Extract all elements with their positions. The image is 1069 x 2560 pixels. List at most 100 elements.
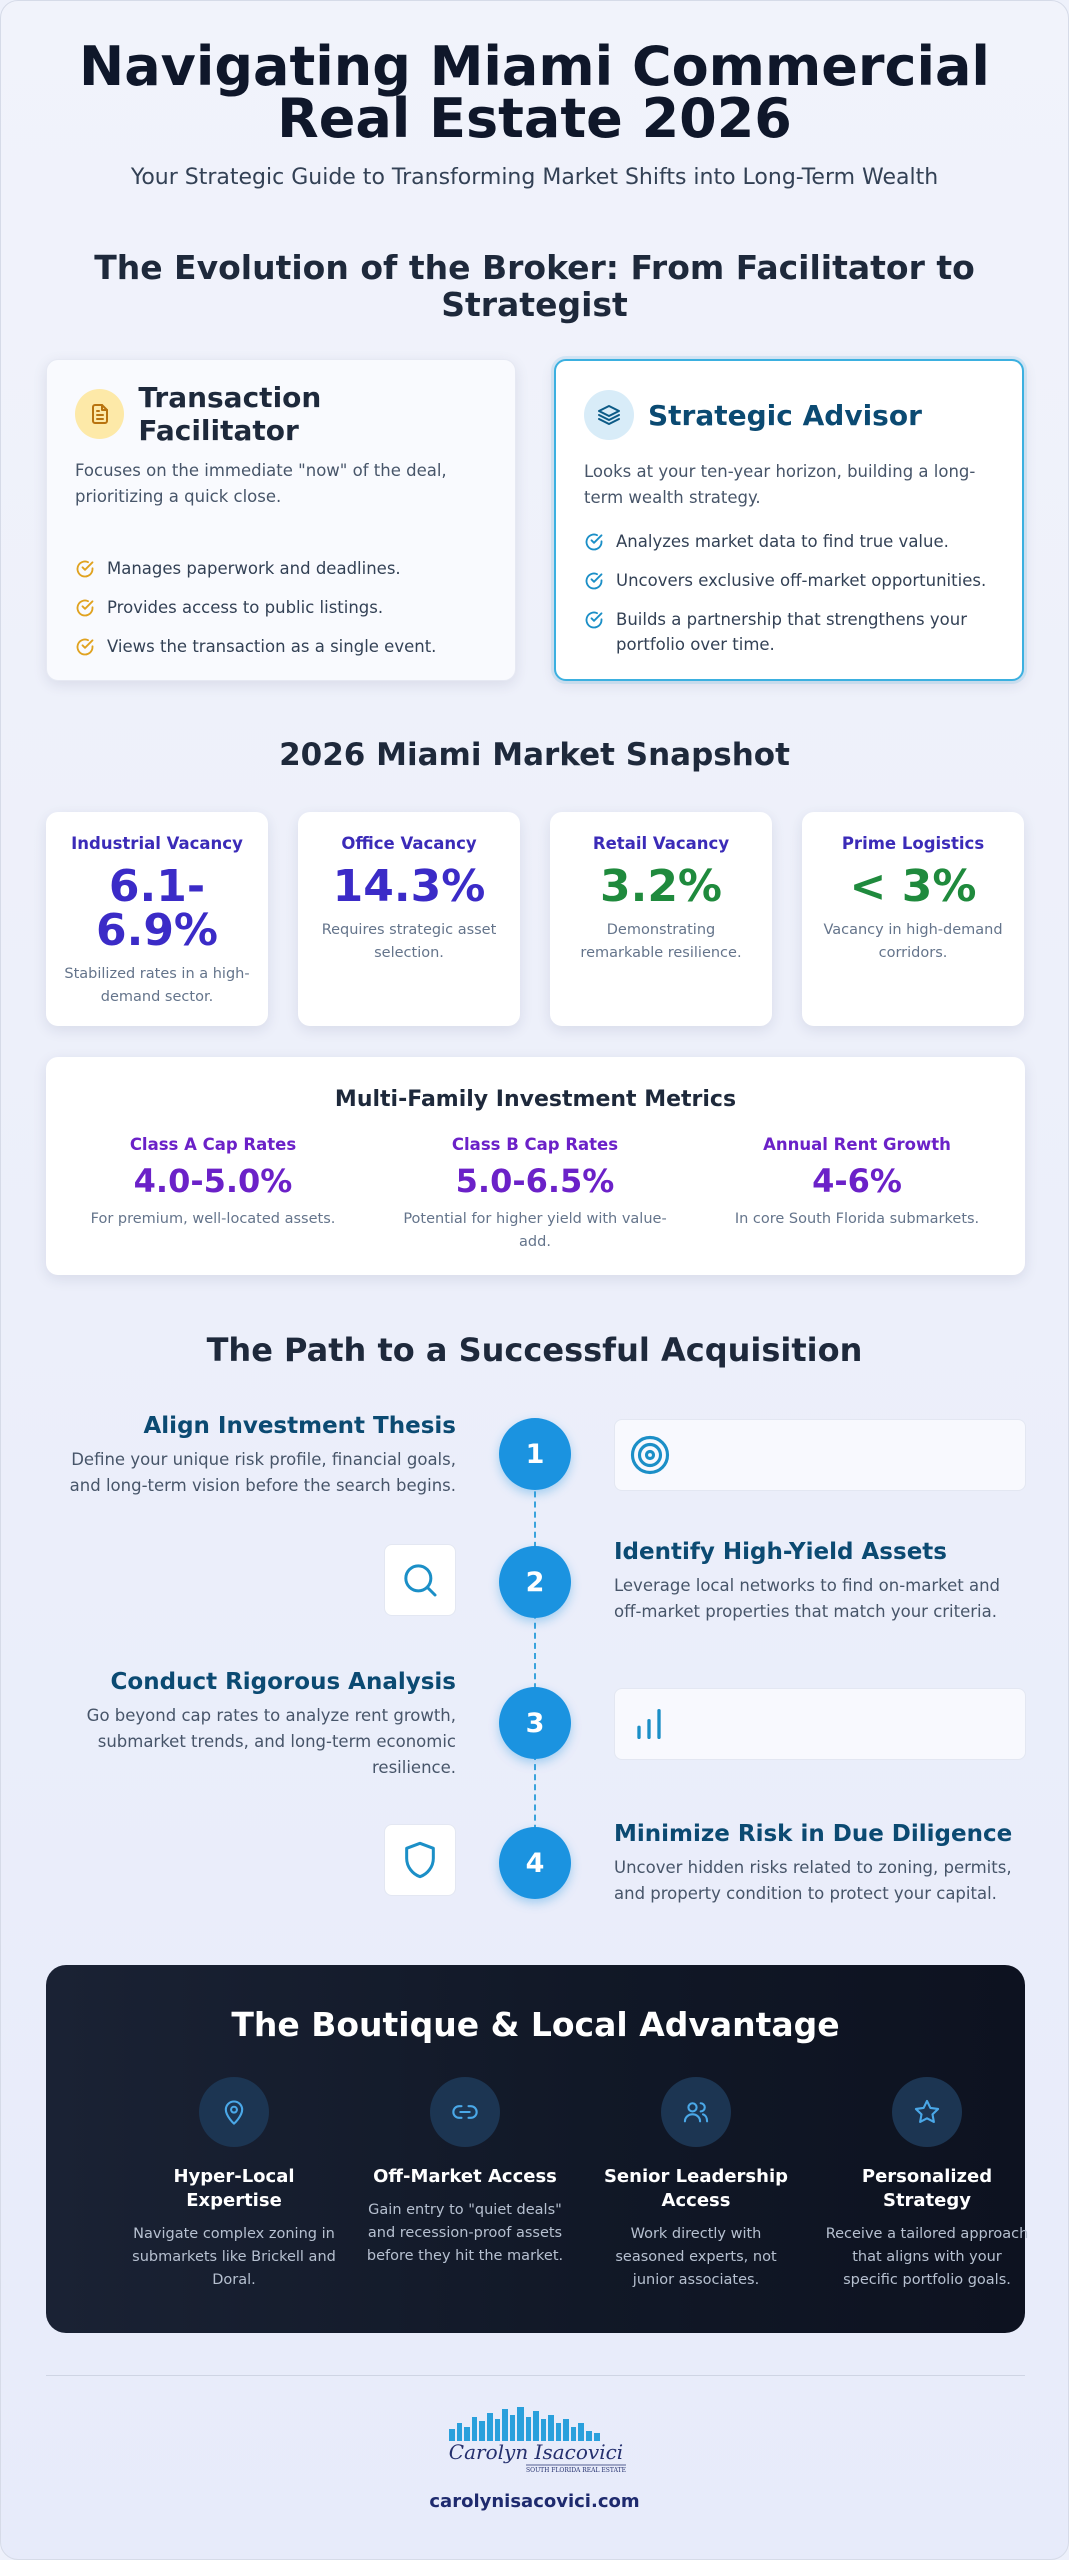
stat-label: Prime Logistics bbox=[841, 834, 985, 853]
step-3-badge: 3 bbox=[499, 1687, 571, 1759]
brand-logo: Carolyn Isacovici SOUTH FLORIDA REAL EST… bbox=[449, 2407, 626, 2474]
metric-class-a: Class A Cap Rates 4.0-5.0% For premium, … bbox=[68, 1135, 358, 1231]
document-icon bbox=[75, 389, 125, 439]
stat-card-retail: Retail Vacancy 3.2% Demonstrating remark… bbox=[550, 812, 772, 1026]
stat-label: Office Vacancy bbox=[341, 834, 477, 853]
shield-icon bbox=[405, 1841, 435, 1879]
boutique-title: The Boutique & Local Advantage bbox=[231, 2005, 840, 2044]
users-icon bbox=[661, 2077, 731, 2147]
list-item: Analyzes market data to find true value. bbox=[584, 529, 994, 554]
timeline-line bbox=[534, 1451, 536, 1861]
list-item: Builds a partnership that strengthens yo… bbox=[584, 607, 994, 657]
check-circle-icon bbox=[76, 599, 94, 617]
layers-icon bbox=[584, 390, 634, 440]
boutique-panel: The Boutique & Local Advantage Hyper-Loc… bbox=[46, 1965, 1028, 2333]
search-icon bbox=[404, 1564, 437, 1597]
facilitator-title: Transaction Facilitator bbox=[138, 381, 322, 447]
evolution-title: The Evolution of the Broker: From Facili… bbox=[1, 249, 1068, 323]
stat-label: Industrial Vacancy bbox=[71, 834, 243, 853]
stat-label: Retail Vacancy bbox=[592, 834, 730, 853]
stat-card-office: Office Vacancy 14.3% Requires strategic … bbox=[298, 812, 520, 1026]
advisor-description: Looks at your ten-year horizon, building… bbox=[584, 462, 976, 507]
target-icon bbox=[630, 1435, 670, 1475]
step-4-badge: 4 bbox=[499, 1827, 571, 1899]
step-description: Leverage local networks to find on-marke… bbox=[614, 1576, 1001, 1621]
advantage-description: Receive a tailored approach that aligns … bbox=[825, 2226, 1029, 2288]
advisor-card: Strategic Advisor Looks at your ten-year… bbox=[554, 359, 1024, 681]
snapshot-title: 2026 Miami Market Snapshot bbox=[279, 737, 790, 773]
stat-note: Demonstrating remarkable resilience. bbox=[580, 922, 742, 961]
step-title: Conduct Rigorous Analysis bbox=[110, 1669, 456, 1695]
metric-rent-growth: Annual Rent Growth 4-6% In core South Fl… bbox=[712, 1135, 1002, 1231]
metric-value: 4-6% bbox=[812, 1162, 902, 1200]
check-circle-icon bbox=[76, 638, 94, 656]
stat-value: 6.1- 6.9% bbox=[95, 861, 219, 956]
metric-note: In core South Florida submarkets. bbox=[734, 1211, 980, 1227]
page-title-line2: Real Estate 2026 bbox=[277, 87, 792, 150]
list-item: Manages paperwork and deadlines. bbox=[75, 556, 487, 581]
step-1-text: Align Investment Thesis Define your uniq… bbox=[36, 1413, 456, 1499]
skyline-graphic bbox=[449, 2407, 600, 2441]
advantage-senior-leadership: Senior Leadership Access Work directly w… bbox=[586, 2077, 806, 2292]
step-2-badge: 2 bbox=[499, 1546, 571, 1618]
step-1-badge: 1 bbox=[499, 1418, 571, 1490]
step-1-icon-box bbox=[614, 1419, 1026, 1491]
step-3-icon-box bbox=[614, 1688, 1026, 1760]
step-title: Minimize Risk in Due Diligence bbox=[614, 1821, 1013, 1847]
logo-tagline: SOUTH FLORIDA REAL ESTATE bbox=[526, 2467, 626, 2474]
stat-note: Vacancy in high-demand corridors. bbox=[823, 922, 1003, 961]
advantage-title: Hyper-Local Expertise bbox=[173, 2166, 295, 2211]
step-title: Align Investment Thesis bbox=[143, 1413, 457, 1439]
star-icon bbox=[892, 2077, 962, 2147]
check-circle-icon bbox=[585, 572, 603, 590]
advantage-off-market: Off-Market Access Gain entry to "quiet d… bbox=[355, 2077, 575, 2268]
step-description: Uncover hidden risks related to zoning, … bbox=[614, 1858, 1012, 1903]
metric-note: For premium, well-located assets. bbox=[90, 1211, 336, 1227]
advantage-description: Work directly with seasoned experts, not… bbox=[615, 2226, 777, 2288]
stat-card-logistics: Prime Logistics < 3% Vacancy in high-dem… bbox=[802, 812, 1024, 1026]
bar-chart-icon bbox=[637, 1709, 661, 1739]
advantage-description: Gain entry to "quiet deals" and recessio… bbox=[366, 2202, 564, 2264]
stat-card-industrial: Industrial Vacancy 6.1- 6.9% Stabilized … bbox=[46, 812, 268, 1026]
step-description: Go beyond cap rates to analyze rent grow… bbox=[86, 1706, 456, 1777]
facilitator-list: Manages paperwork and deadlines. Provide… bbox=[75, 556, 487, 659]
step-4-text: Minimize Risk in Due Diligence Uncover h… bbox=[614, 1821, 1029, 1907]
advisor-list: Analyzes market data to find true value.… bbox=[584, 529, 994, 657]
step-4-icon-box bbox=[384, 1824, 456, 1896]
check-circle-icon bbox=[76, 560, 94, 578]
page-subtitle: Your Strategic Guide to Transforming Mar… bbox=[130, 165, 939, 190]
check-circle-icon bbox=[585, 611, 603, 629]
facilitator-card: Transaction Facilitator Focuses on the i… bbox=[46, 359, 516, 681]
metric-label: Class A Cap Rates bbox=[129, 1135, 297, 1154]
stat-value: 3.2% bbox=[599, 861, 723, 912]
stat-value: < 3% bbox=[849, 861, 977, 912]
metric-label: Annual Rent Growth bbox=[763, 1135, 951, 1154]
website-link[interactable]: carolynisacovici.com bbox=[429, 2491, 640, 2512]
advantage-title: Senior Leadership Access bbox=[603, 2166, 789, 2211]
metric-class-b: Class B Cap Rates 5.0-6.5% Potential for… bbox=[390, 1135, 680, 1254]
list-item: Uncovers exclusive off-market opportunit… bbox=[584, 568, 994, 593]
advantage-hyper-local: Hyper-Local Expertise Navigate complex z… bbox=[124, 2077, 344, 2292]
step-description: Define your unique risk profile, financi… bbox=[69, 1450, 456, 1495]
path-title: The Path to a Successful Acquisition bbox=[206, 1331, 863, 1369]
metric-value: 5.0-6.5% bbox=[455, 1162, 615, 1200]
facilitator-description: Focuses on the immediate "now" of the de… bbox=[75, 461, 447, 506]
metric-note: Potential for higher yield with value-ad… bbox=[403, 1211, 667, 1250]
footer-divider bbox=[46, 2375, 1025, 2376]
advantage-title: Off-Market Access bbox=[373, 2166, 557, 2187]
multifamily-card: Multi-Family Investment Metrics Class A … bbox=[46, 1057, 1025, 1275]
metric-value: 4.0-5.0% bbox=[133, 1162, 293, 1200]
metric-label: Class B Cap Rates bbox=[451, 1135, 619, 1154]
advantage-title: Personalized Strategy bbox=[861, 2166, 993, 2211]
check-circle-icon bbox=[585, 533, 603, 551]
step-2-text: Identify High-Yield Assets Leverage loca… bbox=[614, 1539, 1029, 1625]
advantage-personalized: Personalized Strategy Receive a tailored… bbox=[817, 2077, 1037, 2292]
page-title-line1: Navigating Miami Commercial bbox=[79, 35, 990, 98]
logo-script: Carolyn Isacovici bbox=[449, 2440, 623, 2464]
map-pin-icon bbox=[199, 2077, 269, 2147]
step-title: Identify High-Yield Assets bbox=[614, 1539, 947, 1565]
advisor-title: Strategic Advisor bbox=[648, 398, 922, 432]
stat-value: 14.3% bbox=[332, 861, 486, 912]
list-item: Views the transaction as a single event. bbox=[75, 634, 487, 659]
